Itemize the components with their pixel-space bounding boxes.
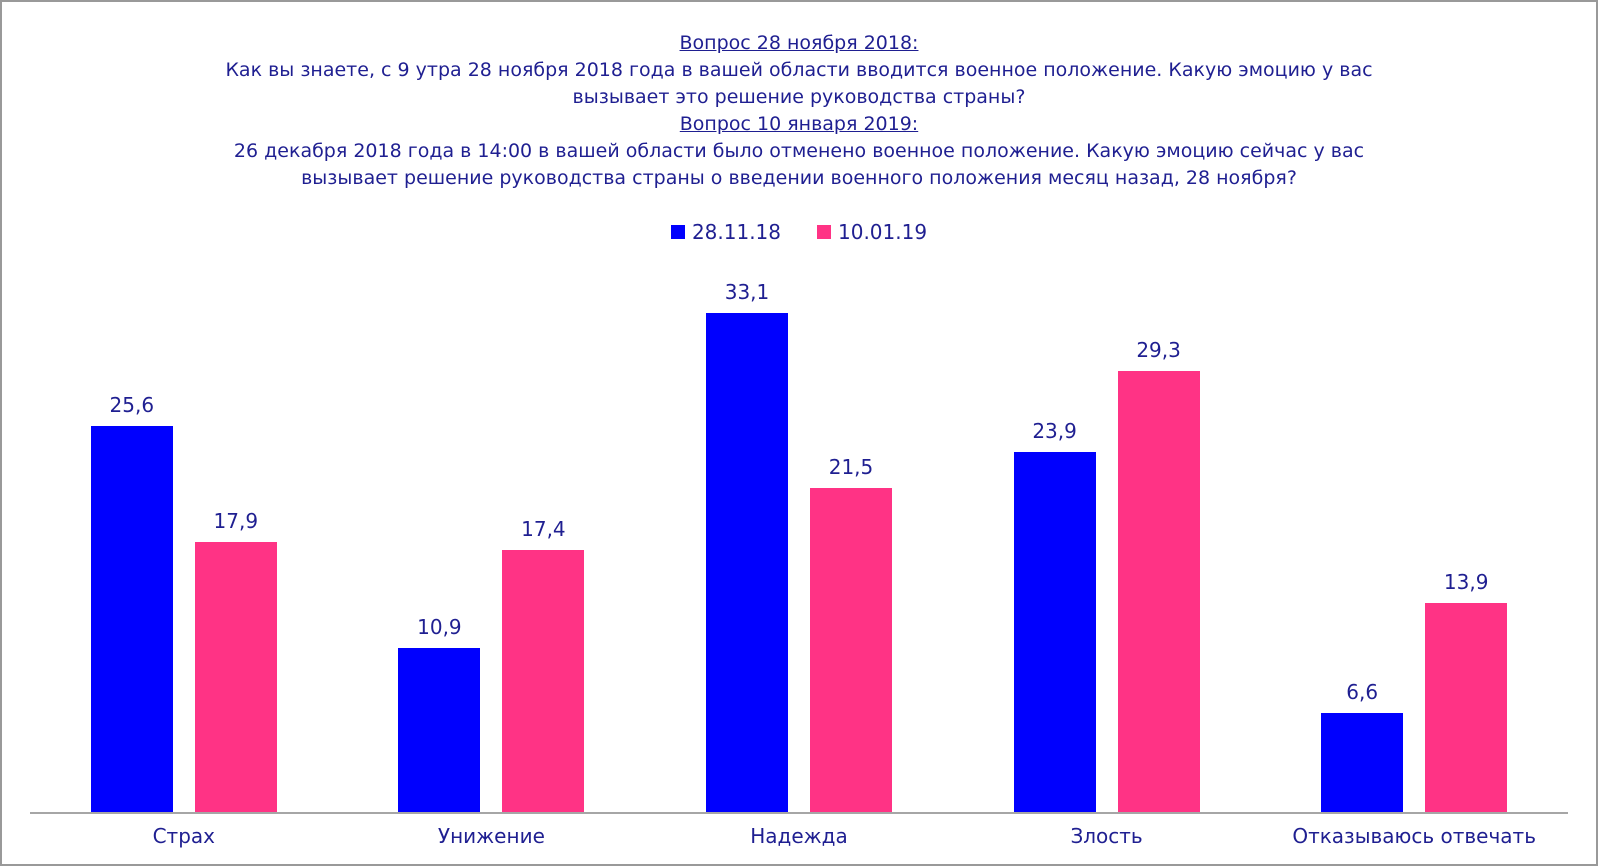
bar-series-pink	[809, 488, 892, 812]
category-label: Унижение	[437, 824, 545, 848]
bar-value-label: 13,9	[1443, 570, 1489, 594]
bar-value-label: 25,6	[109, 393, 155, 417]
bar-series-blue	[398, 648, 481, 812]
bar-series-pink	[502, 550, 585, 812]
bar-value-label: 17,9	[213, 509, 259, 533]
bar-value-label: 23,9	[1032, 419, 1077, 443]
bar-series-pink	[1117, 371, 1200, 812]
chart-title: Вопрос 28 ноября 2018: Как вы знаете, с …	[2, 2, 1596, 192]
bar-group: 6,6 13,9	[1260, 252, 1568, 812]
bar-series-blue	[1321, 713, 1404, 812]
bar-column: 13,9	[1425, 570, 1508, 812]
bar-group: 23,9 29,3	[953, 252, 1261, 812]
bar-group: 33,1 21,5	[645, 252, 953, 812]
category-axis: Страх Унижение Надежда Злость Отказываюсь от…	[30, 824, 1568, 848]
category-label: Надежда	[750, 824, 848, 848]
title-question2-body-line2: вызывает решение руководства страны о вв…	[301, 167, 1297, 189]
legend-swatch-pink	[817, 225, 831, 239]
legend-item: 28.11.18	[670, 220, 781, 244]
bar-value-label: 29,3	[1136, 338, 1181, 362]
bar-column: 25,6	[90, 393, 173, 812]
legend: 28.11.18 10.01.19	[2, 220, 1596, 244]
bar-column: 17,4	[502, 517, 585, 812]
category-label: Страх	[152, 824, 215, 848]
bar-series-blue	[1013, 452, 1096, 812]
bar-group: 10,9 17,4	[338, 252, 646, 812]
title-question2-heading: Вопрос 10 января 2019:	[679, 113, 919, 135]
bar-series-pink	[1425, 603, 1508, 812]
bar-value-label: 33,1	[724, 280, 770, 304]
plot-area: 25,6 17,9 10,9 17,4 33,1 21,5 23,9 29,3 6,6 13,9	[30, 252, 1568, 814]
category-label: Отказываюсь отвечать	[1292, 824, 1536, 848]
bar-group: 25,6 17,9	[30, 252, 338, 812]
legend-label: 10.01.19	[838, 220, 928, 244]
bar-value-label: 6,6	[1346, 680, 1379, 704]
bar-column: 6,6	[1321, 680, 1404, 812]
bar-value-label: 17,4	[521, 517, 566, 541]
title-question1-heading: Вопрос 28 ноября 2018:	[679, 32, 919, 54]
bar-column: 10,9	[398, 615, 481, 812]
bar-value-label: 21,5	[828, 455, 874, 479]
bar-series-pink	[194, 542, 277, 812]
bar-column: 17,9	[194, 509, 277, 812]
title-question1-body-line2: вызывает это решение руководства страны?	[572, 86, 1026, 108]
legend-label: 28.11.18	[691, 220, 781, 244]
bar-column: 29,3	[1117, 338, 1200, 812]
title-question2-body-line1: 26 декабря 2018 года в 14:00 в вашей обл…	[233, 140, 1365, 162]
legend-swatch-blue	[670, 225, 685, 239]
bar-column: 33,1	[705, 280, 788, 812]
bar-series-blue	[90, 426, 173, 812]
bar-column: 23,9	[1013, 419, 1096, 812]
bar-series-blue	[705, 313, 788, 812]
legend-item: 10.01.19	[817, 220, 927, 244]
title-question1-body-line1: Как вы знаете, с 9 утра 28 ноября 2018 г…	[225, 59, 1373, 81]
category-label: Злость	[1070, 824, 1143, 848]
bar-column: 21,5	[809, 455, 892, 812]
bar-value-label: 10,9	[417, 615, 462, 639]
